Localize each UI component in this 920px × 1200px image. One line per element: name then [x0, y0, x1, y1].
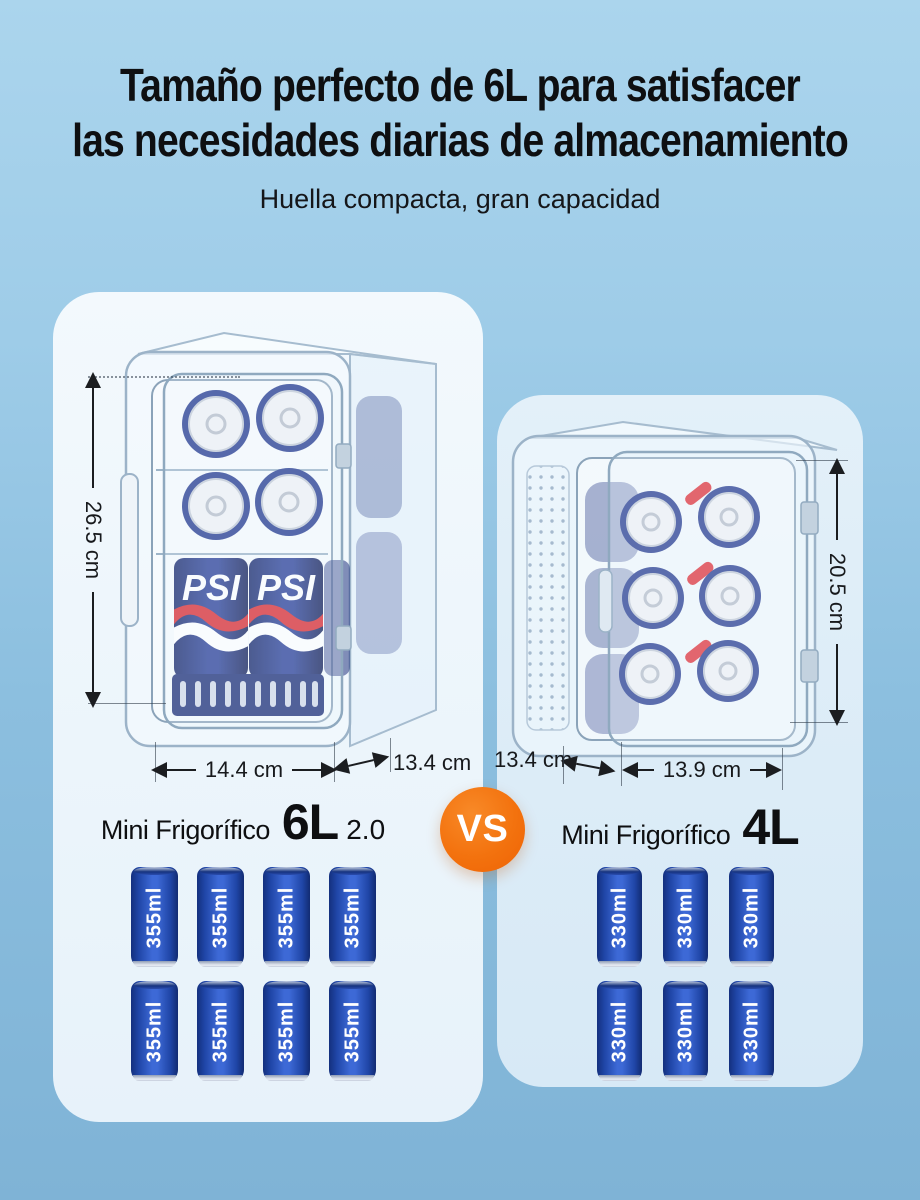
- depth-value-6l: 13.4 cm: [393, 750, 472, 775]
- product-capacity-6l: 6L: [281, 794, 339, 850]
- can-label: 355ml: [341, 886, 363, 948]
- fridge-4l-handle: [598, 569, 613, 633]
- product-name-6l: Mini Frigorífico: [100, 815, 271, 845]
- product-version-6l: 2.0: [346, 814, 386, 845]
- fridge-6l-can-tops: [182, 384, 324, 540]
- page-title-line-1: Tamaño perfecto de 6L para satisfacer: [120, 59, 801, 111]
- page-subtitle: Huella compacta, gran capacidad: [259, 184, 661, 214]
- vs-badge: VS: [440, 787, 525, 872]
- header: Tamaño perfecto de 6L para satisfacer la…: [0, 58, 920, 215]
- can-355ml: 355ml: [131, 867, 178, 967]
- can-label: 355ml: [143, 1000, 165, 1062]
- extension-line: [790, 722, 848, 723]
- fridge-6l-hinge-top: [335, 443, 352, 469]
- can-label: 355ml: [341, 1000, 363, 1062]
- arrow-left-icon: [151, 762, 167, 778]
- width-value-4l: 13.9 cm: [662, 757, 742, 782]
- width-dimension-4l: 13.9 cm: [622, 757, 783, 782]
- can-label: 355ml: [209, 1000, 231, 1062]
- arrow-left-icon: [622, 762, 638, 778]
- extension-line: [88, 376, 240, 378]
- width-value-6l: 14.4 cm: [204, 757, 284, 782]
- fridge-6l-handle: [120, 473, 139, 627]
- extension-line: [782, 748, 783, 790]
- arrow-right-icon: [598, 760, 618, 780]
- page-title-line-2: las necesidades diarias de almacenamient…: [72, 114, 849, 166]
- can-355ml: 355ml: [263, 981, 310, 1081]
- arrow-up-icon: [85, 372, 101, 388]
- vs-label: VS: [456, 808, 509, 850]
- product-label-6l: Mini Frigorífico 6L 2.0: [53, 793, 433, 851]
- can-355ml: 355ml: [197, 867, 244, 967]
- product-label-4l: Mini Frigorífico 4L: [497, 798, 863, 856]
- can-label: 355ml: [275, 1000, 297, 1062]
- fridge-6l-hinge-bottom: [335, 625, 352, 651]
- depth-value-4l: 13.4 cm: [494, 747, 573, 772]
- product-name-4l: Mini Frigorífico: [561, 820, 731, 850]
- fridge-4l-latch-top: [800, 501, 819, 535]
- can-label: 330ml: [674, 1000, 696, 1062]
- can-330ml: 330ml: [729, 981, 774, 1081]
- fridge-4l-vents: [526, 465, 570, 731]
- can-355ml: 355ml: [131, 981, 178, 1081]
- arrow-right-icon: [321, 762, 338, 778]
- arrow-right-icon: [766, 762, 783, 778]
- fridge-4l-illustration: [511, 420, 838, 758]
- can-330ml: 330ml: [597, 981, 642, 1081]
- fridge-6l-grille: [172, 674, 324, 716]
- svg-text:PSI: PSI: [257, 567, 316, 608]
- can-label: 355ml: [275, 886, 297, 948]
- extension-line: [88, 703, 166, 704]
- fridge-4l-can-graphics: [685, 481, 714, 663]
- product-capacity-4l: 4L: [742, 799, 799, 855]
- can-330ml: 330ml: [663, 981, 708, 1081]
- arrow-up-icon: [829, 458, 845, 474]
- extension-line: [390, 738, 391, 772]
- can-label: 330ml: [608, 886, 630, 948]
- can-label: 330ml: [674, 886, 696, 948]
- can-label: 355ml: [143, 886, 165, 948]
- height-dimension-6l: 26.5 cm: [80, 372, 106, 708]
- can-355ml: 355ml: [197, 981, 244, 1081]
- fridge-4l-can-tops: [619, 486, 761, 705]
- height-dimension-4l: 20.5 cm: [824, 458, 850, 726]
- can-330ml: 330ml: [729, 867, 774, 967]
- extension-line: [796, 460, 848, 461]
- can-355ml: 355ml: [329, 867, 376, 967]
- can-330ml: 330ml: [597, 867, 642, 967]
- arrow-down-icon: [85, 692, 101, 708]
- arrow-down-icon: [829, 710, 845, 726]
- arrow-left-icon: [558, 752, 578, 772]
- fridge-4l-door: [607, 450, 809, 748]
- fridge-6l-door: [162, 372, 344, 730]
- height-value-6l: 26.5 cm: [81, 500, 106, 580]
- svg-text:PSI: PSI: [182, 567, 241, 608]
- can-grid-6l: 355ml 355ml 355ml 355ml 355ml 355ml 355m…: [131, 867, 376, 1081]
- extension-line: [563, 746, 564, 784]
- fridge-4l-latch-bottom: [800, 649, 819, 683]
- can-330ml: 330ml: [663, 867, 708, 967]
- can-label: 330ml: [740, 1000, 762, 1062]
- fridge-6l-pepsi-cans: PSI PSI: [174, 558, 350, 678]
- can-grid-4l: 330ml 330ml 330ml 330ml 330ml 330ml: [597, 867, 774, 1081]
- extension-line: [621, 742, 622, 786]
- height-value-4l: 20.5 cm: [825, 552, 850, 632]
- width-dimension-6l: 14.4 cm: [151, 757, 338, 782]
- can-label: 330ml: [740, 886, 762, 948]
- can-355ml: 355ml: [263, 867, 310, 967]
- can-label: 330ml: [608, 1000, 630, 1062]
- fridge-6l-illustration: PSI PSI: [120, 331, 437, 748]
- can-355ml: 355ml: [329, 981, 376, 1081]
- can-label: 355ml: [209, 886, 231, 948]
